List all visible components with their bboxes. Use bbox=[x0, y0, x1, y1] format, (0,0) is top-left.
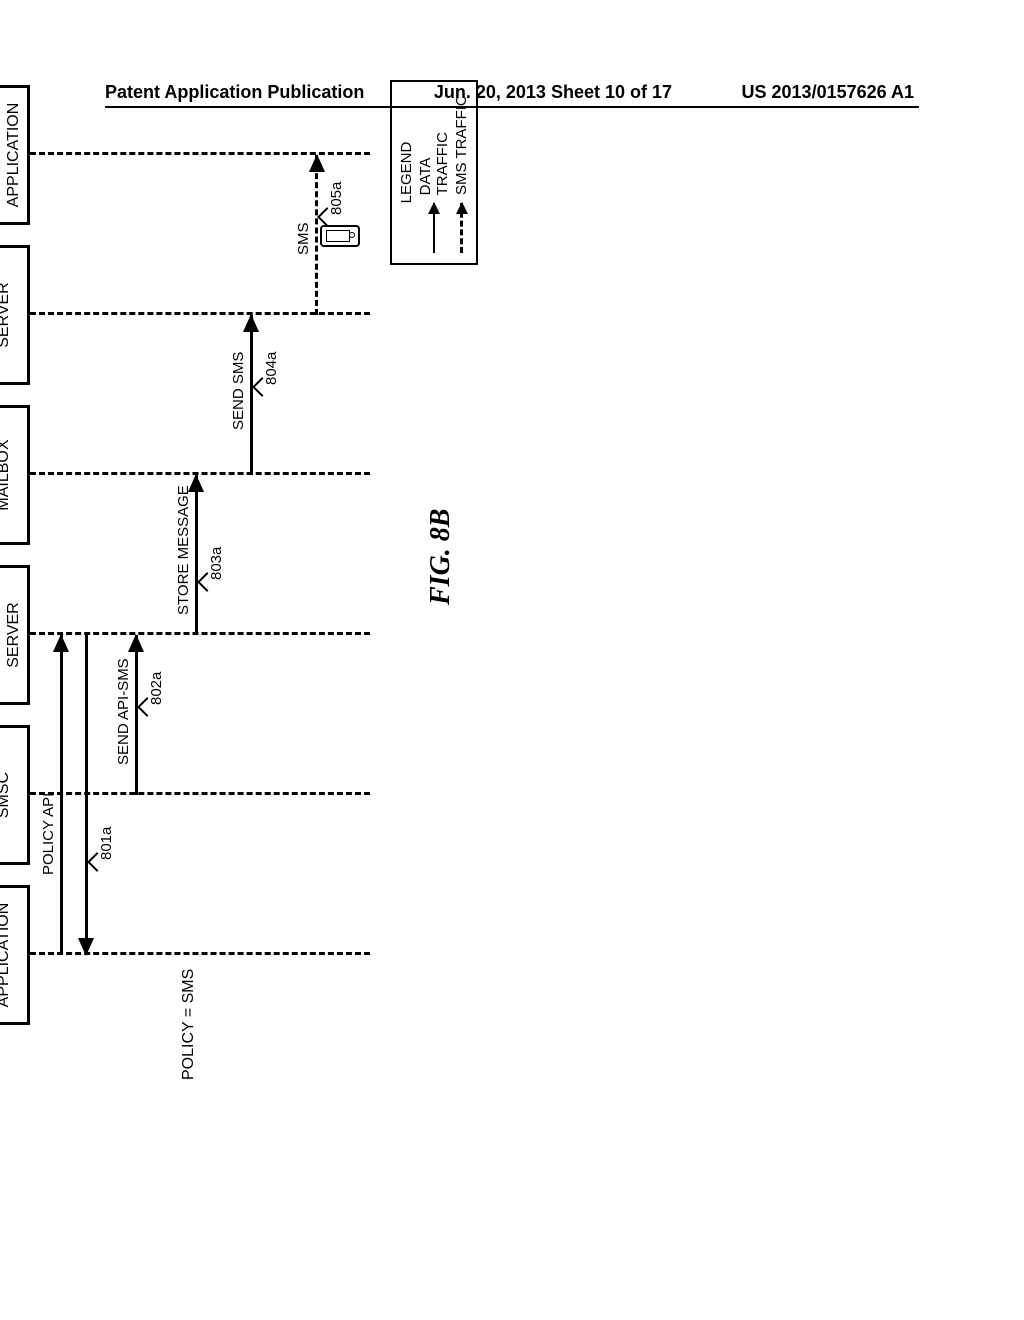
message-arrow bbox=[60, 635, 63, 955]
actor-box: CLIENT APPLICATION bbox=[0, 885, 30, 1025]
legend-data-label: DATA TRAFFIC bbox=[417, 92, 451, 195]
legend: LEGEND DATA TRAFFIC SMS TRAFFIC bbox=[390, 80, 478, 265]
lifeline bbox=[30, 792, 370, 795]
legend-arrow-dashed-icon bbox=[460, 203, 463, 253]
actor-label: CLIENT MAILBOX bbox=[0, 439, 13, 510]
message-arrow bbox=[135, 635, 138, 795]
actor-label: CLIENT APPLICATION bbox=[0, 903, 13, 1008]
lifeline bbox=[30, 312, 370, 315]
message-arrow bbox=[195, 475, 198, 635]
page-header: Patent Application Publication Jun. 20, … bbox=[0, 82, 1024, 103]
sequence-diagram: CLIENT APPLICATION 140 CARRIER SMSC 302 … bbox=[0, 305, 1000, 1025]
message-label: SEND SMS bbox=[230, 352, 247, 430]
actor-box: CARRIER SMSC bbox=[0, 725, 30, 865]
header-rule bbox=[105, 106, 919, 108]
message-label: SEND API-SMS bbox=[115, 658, 132, 765]
policy-note: POLICY = SMS bbox=[180, 969, 198, 1080]
actor-label: SMS SERVER bbox=[0, 282, 13, 348]
legend-sms-label: SMS TRAFFIC bbox=[453, 95, 470, 195]
header-right: US 2013/0157626 A1 bbox=[742, 82, 914, 103]
message-label: STORE MESSAGE bbox=[175, 485, 192, 615]
message-arrow-return bbox=[85, 635, 88, 955]
lifeline bbox=[30, 632, 370, 635]
message-label: SMS bbox=[295, 222, 312, 255]
phone-icon bbox=[320, 225, 360, 247]
actor-label: CARRIER SMSC bbox=[0, 759, 13, 831]
legend-title: LEGEND bbox=[398, 92, 415, 253]
actor-box: MESSAGING MAILBOX SERVER bbox=[0, 565, 30, 705]
actor-box: RECIPIENT CLIENT APPLICATION bbox=[0, 85, 30, 225]
actor-box: SMS SERVER bbox=[0, 245, 30, 385]
actor-label: MESSAGING MAILBOX SERVER bbox=[0, 587, 23, 684]
legend-row-sms: SMS TRAFFIC bbox=[453, 92, 470, 253]
actor-label: RECIPIENT CLIENT APPLICATION bbox=[0, 103, 23, 208]
legend-arrow-solid-icon bbox=[433, 203, 435, 253]
header-left: Patent Application Publication bbox=[105, 82, 364, 103]
message-arrow bbox=[250, 315, 253, 475]
message-arrow-sms bbox=[315, 155, 318, 315]
figure-caption: FIG. 8B bbox=[425, 509, 457, 605]
actor-box: CLIENT MAILBOX bbox=[0, 405, 30, 545]
message-label: POLICY API bbox=[40, 793, 57, 875]
legend-row-data: DATA TRAFFIC bbox=[417, 92, 451, 253]
